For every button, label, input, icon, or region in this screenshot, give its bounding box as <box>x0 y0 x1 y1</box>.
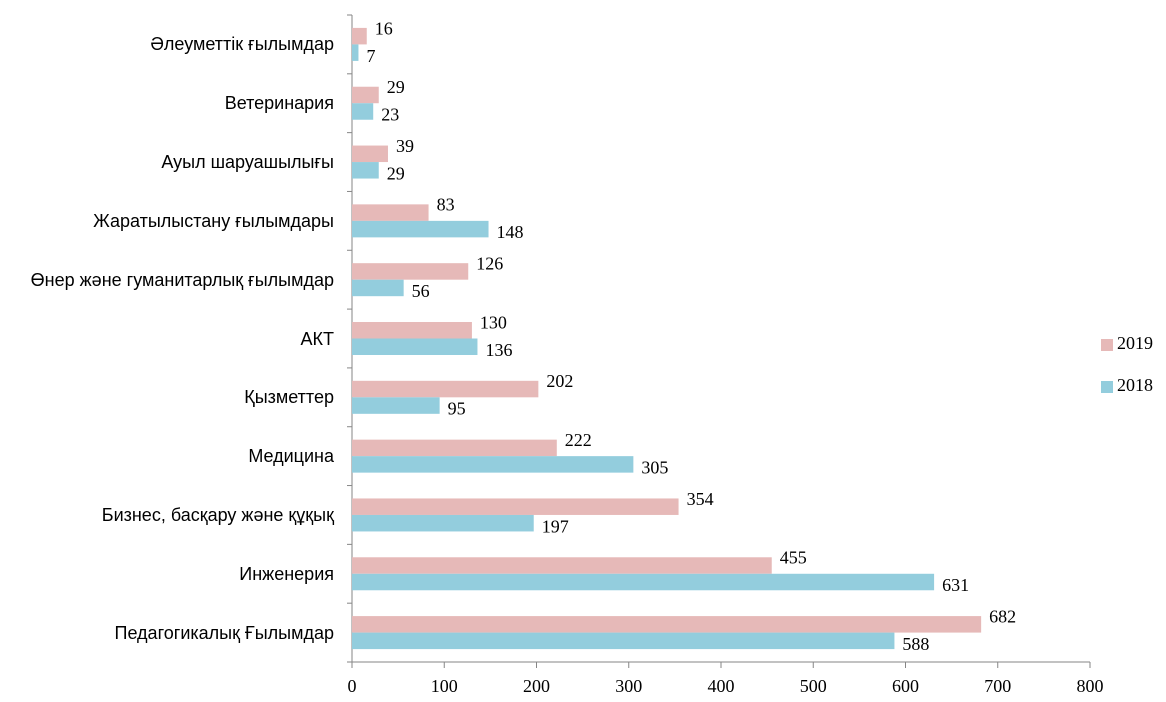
bar <box>352 632 895 650</box>
legend-label: 2019 <box>1117 333 1153 353</box>
value-label: 95 <box>448 399 466 419</box>
x-tick-label: 200 <box>523 676 550 696</box>
bar <box>352 573 935 591</box>
category-label: АКТ <box>300 328 335 349</box>
category-label: Жаратылыстану ғылымдары <box>93 210 334 231</box>
category-label: Қызметтер <box>244 387 334 408</box>
value-label: 56 <box>412 281 430 301</box>
bar <box>352 220 489 238</box>
category-label: Педагогикалық Ғылымдар <box>114 622 335 643</box>
bar <box>352 279 404 297</box>
bar <box>352 145 388 163</box>
bar <box>352 27 367 45</box>
value-label: 16 <box>375 18 393 38</box>
legend-label: 2018 <box>1117 375 1153 395</box>
bar <box>352 86 379 104</box>
value-label: 148 <box>497 222 524 242</box>
bar <box>352 338 478 355</box>
bar <box>352 557 772 574</box>
x-tick-label: 800 <box>1077 676 1104 696</box>
value-label: 682 <box>989 606 1016 626</box>
bar <box>352 456 634 473</box>
value-label: 588 <box>902 634 929 654</box>
x-tick-label: 100 <box>431 676 458 696</box>
bar <box>352 397 440 414</box>
category-label: Әлеуметтік ғылымдар <box>150 34 334 55</box>
value-label: 136 <box>485 340 512 360</box>
value-label: 126 <box>476 254 503 274</box>
value-label: 202 <box>546 371 573 391</box>
x-tick-label: 0 <box>348 676 357 696</box>
value-label: 7 <box>366 46 375 66</box>
value-label: 354 <box>687 489 714 509</box>
bar <box>352 162 379 179</box>
category-label: Ветеринария <box>224 93 334 114</box>
category-label: Өнер және гуманитарлық ғылымдар <box>30 269 334 290</box>
value-label: 29 <box>387 77 405 97</box>
x-tick-label: 400 <box>708 676 735 696</box>
x-tick-label: 700 <box>984 676 1011 696</box>
bar <box>352 263 469 280</box>
category-label: Бизнес, басқару және құқық <box>101 504 334 525</box>
x-tick-label: 300 <box>615 676 642 696</box>
legend-swatch <box>1101 339 1113 351</box>
bar <box>352 380 539 398</box>
legend-swatch <box>1101 381 1113 393</box>
value-label: 29 <box>387 163 405 183</box>
bar <box>352 439 557 457</box>
bar <box>352 204 429 221</box>
value-label: 305 <box>641 458 668 478</box>
category-label: Медицина <box>248 446 334 467</box>
value-label: 455 <box>780 548 807 568</box>
value-label: 631 <box>942 575 969 595</box>
value-label: 222 <box>565 430 592 450</box>
bar <box>352 498 679 515</box>
value-label: 83 <box>437 195 455 215</box>
bar <box>352 103 374 120</box>
bar <box>352 322 472 339</box>
bar <box>352 514 534 532</box>
value-label: 23 <box>381 105 399 125</box>
x-tick-label: 500 <box>800 676 827 696</box>
value-label: 130 <box>480 312 507 332</box>
value-label: 39 <box>396 136 414 156</box>
category-label: Ауыл шаруашылығы <box>161 152 334 173</box>
x-tick-label: 600 <box>892 676 919 696</box>
category-label: Инженерия <box>239 563 334 584</box>
value-label: 197 <box>542 516 569 536</box>
bar <box>352 616 982 633</box>
bar <box>352 44 359 61</box>
